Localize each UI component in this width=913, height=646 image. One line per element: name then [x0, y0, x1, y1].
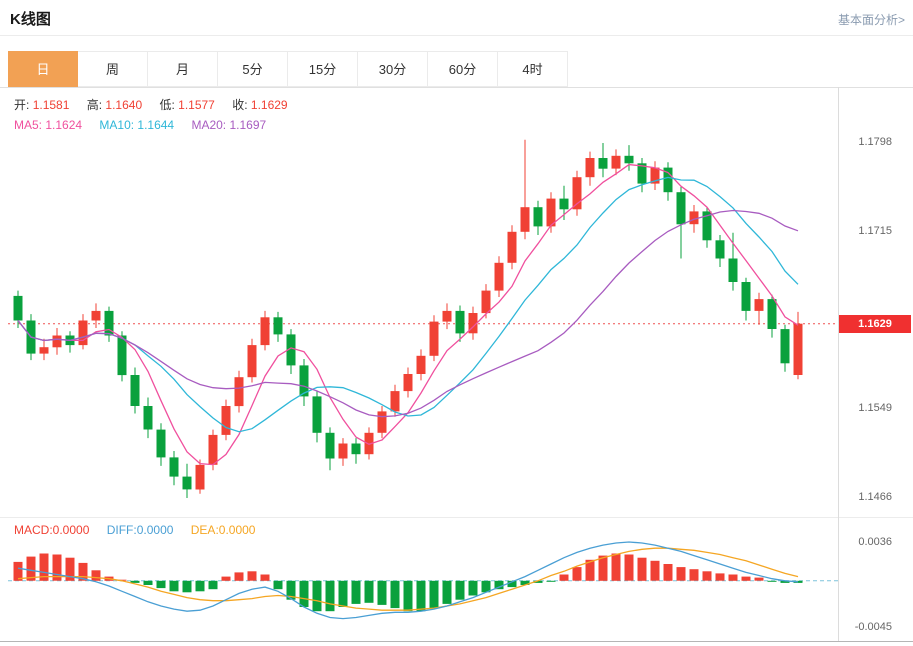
macd-chart-canvas[interactable] — [0, 520, 913, 641]
candles-layer — [13, 139, 803, 498]
ma-legend: MA5: 1.1624 MA10: 1.1644 MA20: 1.1697 — [14, 118, 280, 132]
ma5-legend: MA5: 1.1624 — [14, 118, 83, 132]
y-axis-label: 1.1715 — [858, 225, 892, 237]
close-label: 收: — [232, 98, 248, 112]
open-label: 开: — [14, 98, 30, 112]
panel-divider — [0, 517, 913, 518]
tab-15min[interactable]: 15分 — [288, 51, 358, 87]
low-label: 低: — [159, 98, 175, 112]
y-axis-label: 1.1549 — [858, 402, 892, 414]
y-axis-label: 0.0036 — [858, 536, 892, 548]
ma20-legend: MA20: 1.1697 — [191, 118, 267, 132]
macd-histogram-layer — [13, 553, 803, 612]
tab-30min[interactable]: 30分 — [358, 51, 428, 87]
close-value: 1.1629 — [250, 98, 288, 112]
ma-line-10 — [17, 176, 799, 433]
bottom-border — [0, 641, 913, 642]
tab-day[interactable]: 日 — [8, 51, 78, 87]
high-value: 1.1640 — [105, 98, 143, 112]
tab-4hour[interactable]: 4时 — [498, 51, 568, 87]
candlestick-chart-canvas[interactable] — [0, 95, 913, 515]
axis-divider — [838, 87, 839, 641]
tab-month[interactable]: 月 — [148, 51, 218, 87]
low-value: 1.1577 — [178, 98, 215, 112]
open-value: 1.1581 — [32, 98, 70, 112]
ohlc-legend: 开: 1.1581 高: 1.1640 低: 1.1577 收: 1.1629 — [14, 96, 302, 113]
tab-60min[interactable]: 60分 — [428, 51, 498, 87]
y-axis-label: -0.0045 — [854, 621, 892, 633]
tab-5min[interactable]: 5分 — [218, 51, 288, 87]
y-axis-label: 1.1466 — [858, 491, 892, 503]
diff-value: DIFF:0.0000 — [106, 523, 174, 537]
page-title: K线图 — [10, 11, 51, 28]
high-label: 高: — [86, 98, 103, 112]
dea-value: DEA:0.0000 — [190, 523, 256, 537]
ma10-legend: MA10: 1.1644 — [99, 118, 175, 132]
fundamental-analysis-link[interactable]: 基本面分析> — [837, 13, 905, 27]
diff-line — [17, 541, 799, 620]
tab-week[interactable]: 周 — [78, 51, 148, 87]
timeframe-tab-bar: 日周月 5分 15分 30分 60分 4时 — [0, 51, 913, 88]
header-divider — [0, 35, 913, 36]
y-axis-label: 1.1798 — [858, 136, 892, 148]
current-price-tag: 1.1629 — [839, 315, 911, 333]
ma-line-20 — [17, 209, 799, 418]
macd-legend: MACD:0.0000 DIFF:0.0000 DEA:0.0000 — [14, 523, 269, 537]
macd-value: MACD:0.0000 — [14, 523, 90, 537]
